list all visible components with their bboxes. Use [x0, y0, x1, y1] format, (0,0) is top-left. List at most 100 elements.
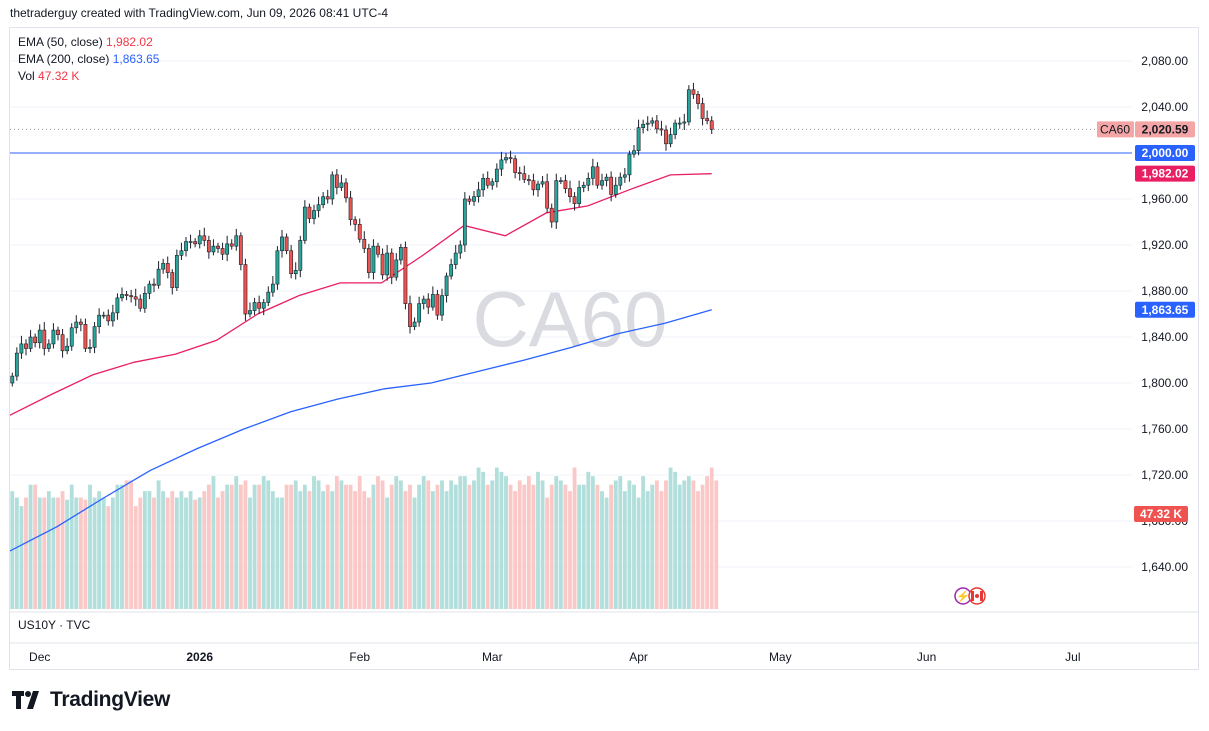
- candle-body[interactable]: [476, 189, 481, 198]
- candle-body[interactable]: [211, 245, 216, 253]
- candle-body[interactable]: [440, 295, 444, 316]
- candle-body[interactable]: [74, 321, 79, 329]
- candle-body[interactable]: [120, 294, 124, 299]
- candle-body[interactable]: [654, 120, 659, 130]
- candle-body[interactable]: [522, 173, 527, 180]
- candle-body[interactable]: [677, 122, 682, 125]
- candle-body[interactable]: [586, 178, 591, 186]
- candle-body[interactable]: [184, 241, 188, 252]
- candle-body[interactable]: [56, 329, 60, 336]
- candle-body[interactable]: [101, 314, 106, 317]
- candle-body[interactable]: [357, 224, 362, 240]
- candle-body[interactable]: [682, 121, 687, 124]
- candle-body[interactable]: [362, 238, 367, 249]
- candle-body[interactable]: [293, 269, 298, 275]
- candle-body[interactable]: [334, 174, 339, 188]
- candle-body[interactable]: [467, 198, 472, 202]
- candle-body[interactable]: [197, 235, 202, 245]
- candle-body[interactable]: [188, 241, 193, 243]
- candle-body[interactable]: [600, 180, 604, 186]
- candle-body[interactable]: [152, 283, 156, 286]
- candle-body[interactable]: [275, 250, 280, 285]
- candle-body[interactable]: [430, 294, 435, 308]
- candle-body[interactable]: [312, 210, 316, 219]
- candle-body[interactable]: [302, 206, 307, 241]
- candle-body[interactable]: [216, 245, 220, 249]
- candle-body[interactable]: [156, 268, 161, 286]
- legend-ema50[interactable]: EMA (50, close) 1,982.02: [18, 34, 159, 51]
- candle-body[interactable]: [60, 334, 65, 352]
- candle-body[interactable]: [558, 180, 563, 182]
- candle-body[interactable]: [385, 252, 390, 276]
- candle-body[interactable]: [307, 206, 312, 219]
- candle-body[interactable]: [371, 245, 376, 273]
- candle-body[interactable]: [321, 196, 326, 206]
- candle-body[interactable]: [257, 302, 262, 309]
- candle-body[interactable]: [92, 326, 97, 348]
- candle-body[interactable]: [417, 303, 422, 323]
- candle-body[interactable]: [330, 174, 335, 200]
- candle-body[interactable]: [622, 174, 627, 178]
- candle-body[interactable]: [536, 183, 540, 191]
- candle-body[interactable]: [632, 150, 636, 155]
- candle-body[interactable]: [554, 180, 559, 223]
- candle-body[interactable]: [179, 250, 184, 256]
- candle-body[interactable]: [78, 321, 83, 325]
- candle-body[interactable]: [526, 179, 531, 181]
- candle-body[interactable]: [234, 235, 239, 247]
- candle-body[interactable]: [421, 298, 426, 304]
- candle-body[interactable]: [650, 120, 655, 124]
- candle-body[interactable]: [508, 157, 513, 160]
- candle-body[interactable]: [97, 314, 102, 327]
- indicator-legend[interactable]: EMA (50, close) 1,982.02 EMA (200, close…: [18, 34, 159, 85]
- candle-body[interactable]: [412, 321, 417, 327]
- candle-body[interactable]: [636, 127, 641, 151]
- candle-body[interactable]: [344, 182, 348, 199]
- legend-ema200[interactable]: EMA (200, close) 1,863.65: [18, 51, 159, 68]
- candle-body[interactable]: [645, 122, 650, 125]
- candle-body[interactable]: [659, 128, 664, 131]
- candle-body[interactable]: [266, 291, 271, 303]
- candle-body[interactable]: [161, 263, 166, 270]
- candle-body[interactable]: [577, 187, 582, 204]
- candle-body[interactable]: [24, 343, 28, 349]
- candle-body[interactable]: [170, 272, 175, 288]
- candle-body[interactable]: [65, 345, 70, 352]
- candle-body[interactable]: [668, 134, 673, 145]
- candle-body[interactable]: [353, 219, 358, 225]
- candle-body[interactable]: [10, 375, 15, 384]
- candle-body[interactable]: [691, 89, 696, 95]
- candle-body[interactable]: [51, 329, 56, 345]
- candle-body[interactable]: [426, 298, 431, 308]
- candle-body[interactable]: [37, 329, 42, 344]
- candle-body[interactable]: [243, 264, 248, 315]
- legend-volume[interactable]: Vol 47.32 K: [18, 68, 159, 85]
- candle-body[interactable]: [193, 241, 198, 245]
- candle-body[interactable]: [316, 204, 321, 211]
- candle-body[interactable]: [348, 197, 353, 221]
- candle-body[interactable]: [485, 178, 490, 186]
- candle-body[interactable]: [298, 240, 303, 271]
- candle-body[interactable]: [380, 253, 385, 276]
- candle-body[interactable]: [229, 243, 234, 247]
- sub-pane-label[interactable]: US10Y · TVC: [18, 618, 91, 632]
- candle-body[interactable]: [403, 247, 408, 304]
- candle-body[interactable]: [705, 118, 710, 122]
- candle-body[interactable]: [280, 236, 284, 252]
- candle-body[interactable]: [408, 303, 412, 327]
- candle-body[interactable]: [490, 181, 495, 186]
- candle-body[interactable]: [270, 283, 275, 293]
- candle-body[interactable]: [376, 245, 380, 255]
- candle-body[interactable]: [604, 176, 609, 181]
- candle-body[interactable]: [238, 235, 243, 265]
- candle-body[interactable]: [19, 343, 24, 354]
- candle-body[interactable]: [673, 122, 678, 135]
- candle-body[interactable]: [572, 196, 577, 204]
- candle-body[interactable]: [28, 336, 33, 349]
- candle-body[interactable]: [252, 302, 257, 311]
- candle-body[interactable]: [289, 250, 294, 275]
- candle-body[interactable]: [494, 168, 499, 183]
- candle-body[interactable]: [609, 176, 614, 195]
- candle-body[interactable]: [248, 310, 252, 315]
